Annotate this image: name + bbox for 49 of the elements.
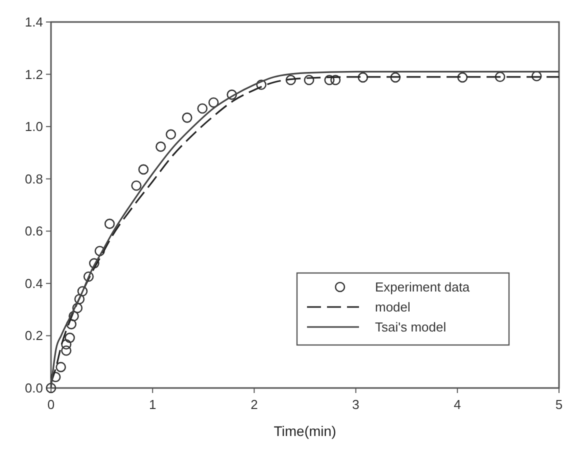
point [330, 74, 341, 86]
legend-label: model [375, 300, 411, 314]
point [494, 72, 506, 82]
x-tick-label: 4 [454, 397, 462, 412]
point [61, 345, 72, 356]
x-tick-label: 0 [47, 397, 55, 412]
point [208, 97, 219, 108]
point [166, 129, 176, 140]
x-tick-label: 3 [352, 397, 360, 412]
point [138, 164, 149, 175]
y-tick-label: 0.4 [24, 276, 43, 291]
point [358, 72, 368, 83]
point [74, 294, 85, 304]
point [226, 90, 237, 100]
point [83, 271, 94, 282]
y-tick-label: 0.0 [24, 380, 43, 396]
y-tick-label: 1.0 [24, 119, 43, 134]
point [50, 372, 61, 382]
point [256, 80, 266, 90]
point [286, 74, 296, 86]
point [304, 74, 314, 86]
legend-label: Tsai's model [375, 320, 446, 334]
y-tick-label: 0.6 [24, 224, 43, 239]
y-tick-label: 0.2 [24, 328, 43, 344]
y-tick-label: 1.4 [24, 14, 43, 30]
point [68, 310, 79, 322]
x-tick-label: 1 [148, 397, 156, 412]
legend-label: Experiment data [375, 280, 470, 294]
point [94, 246, 105, 256]
x-tick-label: 2 [250, 397, 258, 412]
y-tick-label: 0.8 [24, 171, 43, 186]
y-tick-label: 1.2 [24, 66, 43, 82]
point [72, 302, 83, 314]
point [61, 339, 72, 350]
point [457, 72, 468, 83]
point [56, 362, 66, 372]
point [104, 218, 115, 229]
point [197, 103, 208, 114]
x-axis-title: Time(min) [274, 423, 336, 439]
point [89, 258, 100, 268]
point [324, 74, 335, 86]
point [64, 332, 75, 343]
point [46, 382, 56, 394]
point [390, 72, 401, 83]
x-tick-label: 5 [555, 397, 563, 412]
point [131, 180, 142, 191]
point [156, 142, 166, 152]
point [182, 112, 192, 123]
point [77, 286, 88, 296]
